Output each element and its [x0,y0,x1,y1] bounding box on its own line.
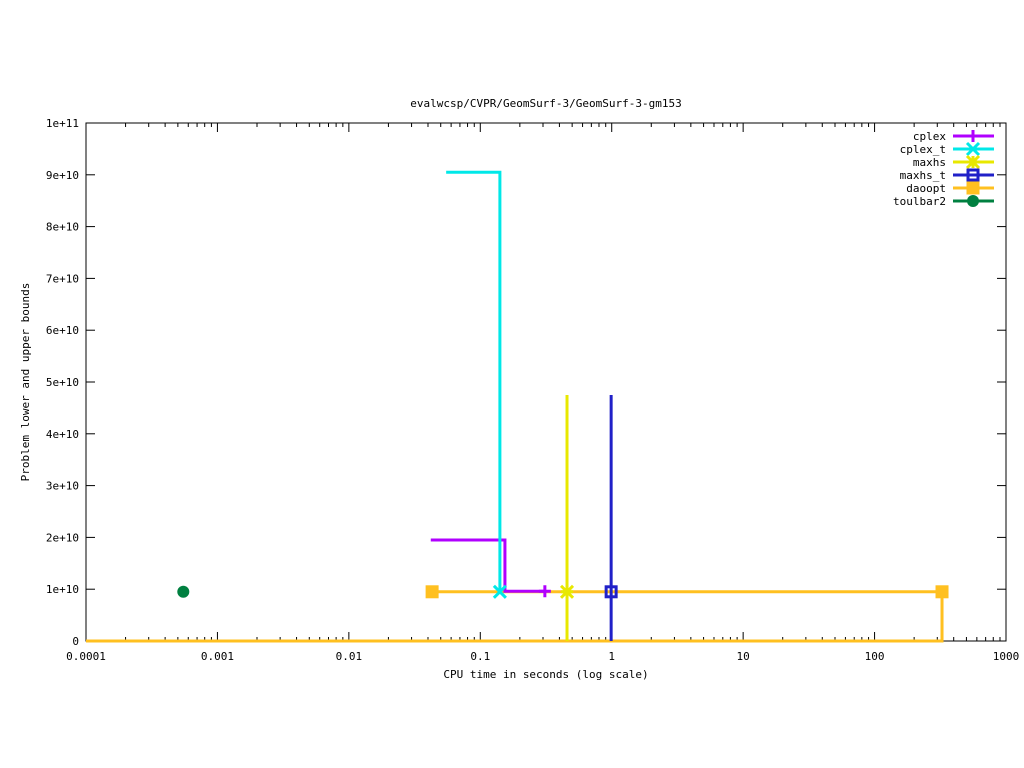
series-cplex_t [446,170,507,599]
x-tick-label: 10 [737,650,750,663]
y-axis-label: Problem lower and upper bounds [19,283,32,482]
chart-title: evalwcsp/CVPR/GeomSurf-3/GeomSurf-3-gm15… [410,97,682,110]
legend-label: cplex_t [900,143,946,156]
x-tick-label: 1000 [993,650,1020,663]
legend-label: maxhs_t [900,169,946,182]
x-marker [492,584,507,599]
y-tick-label: 6e+10 [46,324,79,337]
star-marker [965,154,981,170]
circle-marker [177,585,190,598]
x-tick-label: 100 [865,650,885,663]
series-cplex [430,538,551,598]
y-tick-label: 1e+11 [46,117,79,130]
x-axis-label: CPU time in seconds (log scale) [443,668,648,681]
series-line [430,538,545,593]
y-tick-label: 7e+10 [46,272,79,285]
square-marker [966,168,980,182]
plus-marker [538,585,551,598]
square-marker [425,585,439,599]
y-tick-label: 1e+10 [46,583,79,596]
series-daoopt [86,585,949,643]
y-tick-label: 9e+10 [46,169,79,182]
y-tick-label: 2e+10 [46,531,79,544]
square-marker [604,585,618,599]
plus-marker [967,130,979,142]
y-tick-label: 0 [72,635,79,648]
star-marker [559,584,575,599]
y-tick-label: 4e+10 [46,428,79,441]
plot-frame [85,122,1007,642]
circle-marker [967,195,979,207]
square-marker [966,181,980,195]
legend-label: cplex [913,130,946,143]
x-tick-label: 0.0001 [66,650,106,663]
x-tick-label: 0.01 [336,650,363,663]
legend-label: daoopt [906,182,946,195]
series-maxhs [559,394,575,641]
square-marker [935,585,949,599]
x-tick-label: 0.1 [470,650,490,663]
x-marker [965,141,981,157]
y-tick-label: 5e+10 [46,376,79,389]
legend-label: maxhs [913,156,946,169]
x-tick-label: 0.001 [201,650,234,663]
legend-label: toulbar2 [893,195,946,208]
series-toulbar2 [177,585,190,598]
series-maxhs_t [604,394,618,641]
series-line [86,590,944,643]
series-line [446,170,502,592]
y-tick-label: 8e+10 [46,221,79,234]
x-tick-label: 1 [608,650,615,663]
y-tick-label: 3e+10 [46,480,79,493]
